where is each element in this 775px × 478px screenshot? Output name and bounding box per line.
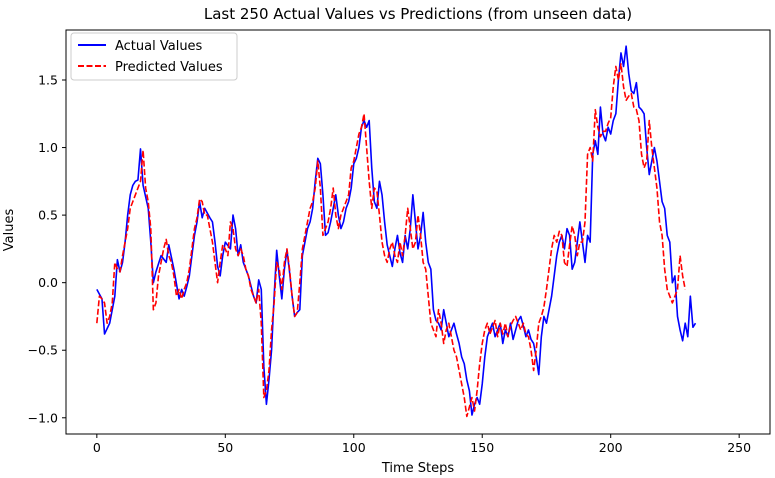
x-axis: 0 50 100 150 200 250 [93, 434, 751, 455]
y-tick-label: −1.0 [28, 410, 58, 425]
y-axis: −1.0 −0.5 0.0 0.5 1.0 1.5 [28, 72, 66, 425]
chart-title: Last 250 Actual Values vs Predictions (f… [204, 5, 632, 23]
plot-area [65, 29, 771, 435]
y-tick-label: 0.0 [38, 275, 58, 290]
x-tick-label: 150 [470, 440, 494, 455]
x-tick-label: 200 [599, 440, 623, 455]
y-axis-label: Values [2, 209, 17, 252]
y-tick-label: 0.5 [38, 208, 58, 223]
legend-label-predicted: Predicted Values [115, 60, 223, 75]
legend-box [70, 32, 238, 81]
y-tick-label: 1.5 [38, 72, 58, 87]
y-tick-label: 1.0 [38, 140, 58, 155]
series-layer [96, 45, 697, 418]
x-axis-label: Time Steps [381, 461, 455, 476]
x-tick-label: 100 [342, 440, 366, 455]
legend: Actual Values Predicted Values [70, 32, 238, 81]
legend-label-actual: Actual Values [115, 39, 203, 54]
series-line-1 [96, 62, 686, 418]
x-tick-label: 0 [93, 440, 101, 455]
series-line-0 [96, 45, 697, 416]
y-tick-label: −0.5 [28, 343, 58, 358]
plot-frame [65, 29, 771, 435]
x-tick-label: 250 [727, 440, 751, 455]
x-tick-label: 50 [217, 440, 233, 455]
